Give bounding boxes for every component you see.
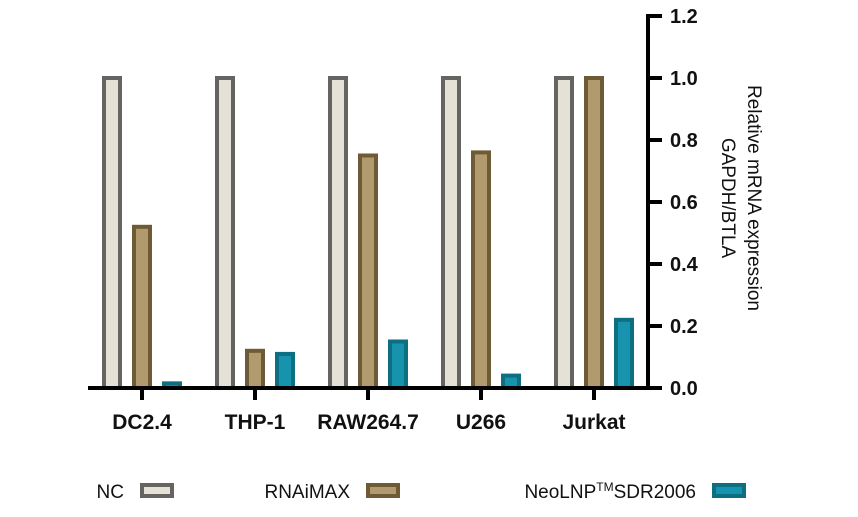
- legend-label: RNAiMAX: [264, 482, 350, 503]
- y-tick-label: 0.0: [670, 378, 698, 400]
- y-axis-title-line1: Relative mRNA expression: [743, 85, 764, 311]
- x-tick-label: Jurkat: [562, 411, 625, 434]
- bar-jurkat-series-2: [614, 317, 634, 390]
- y-tick-label: 1.0: [670, 68, 698, 90]
- bar-dc2-4-series-0: [102, 76, 122, 390]
- legend: NC RNAiMAX NeoLNPTMSDR2006: [97, 480, 746, 503]
- bar-raw264-7-series-0: [328, 76, 348, 390]
- bar-thp-1-series-0: [215, 76, 235, 390]
- x-tick-label: THP-1: [225, 411, 286, 434]
- bar-raw264-7-series-2: [388, 339, 408, 390]
- y-tick-label: 0.2: [670, 316, 698, 338]
- x-tick-label: U266: [456, 411, 506, 434]
- legend-swatch: [366, 483, 400, 498]
- legend-label: NeoLNPTMSDR2006: [524, 480, 696, 503]
- bar-jurkat-series-1: [584, 76, 604, 390]
- bar-jurkat-series-0: [554, 76, 574, 390]
- legend-swatch: [712, 483, 746, 498]
- bars-group: [102, 76, 634, 391]
- x-tick-label: DC2.4: [112, 411, 172, 434]
- bar-dc2-4-series-1: [132, 224, 152, 390]
- y-axis-title-line2: GAPDH/BTLA: [717, 138, 738, 259]
- y-tick-label: 0.8: [670, 130, 698, 152]
- y-tick-labels: 0.0 0.2 0.4 0.6 0.8 1.0 1.2: [670, 6, 699, 400]
- x-tick-labels: Jurkat U266 RAW264.7 THP-1 DC2.4: [112, 411, 625, 434]
- y-tick-label: 1.2: [670, 6, 698, 28]
- axes-group: [88, 14, 662, 400]
- x-tick-label: RAW264.7: [317, 411, 419, 434]
- legend-label: NC: [97, 482, 124, 503]
- legend-swatch: [140, 483, 174, 498]
- bar-raw264-7-series-1: [358, 153, 378, 390]
- y-tick-label: 0.6: [670, 192, 698, 214]
- bar-thp-1-series-2: [275, 351, 295, 390]
- bar-u266-series-0: [441, 76, 461, 390]
- bar-u266-series-1: [471, 150, 491, 390]
- bar-thp-1-series-1: [245, 348, 265, 390]
- y-tick-label: 0.4: [670, 254, 699, 276]
